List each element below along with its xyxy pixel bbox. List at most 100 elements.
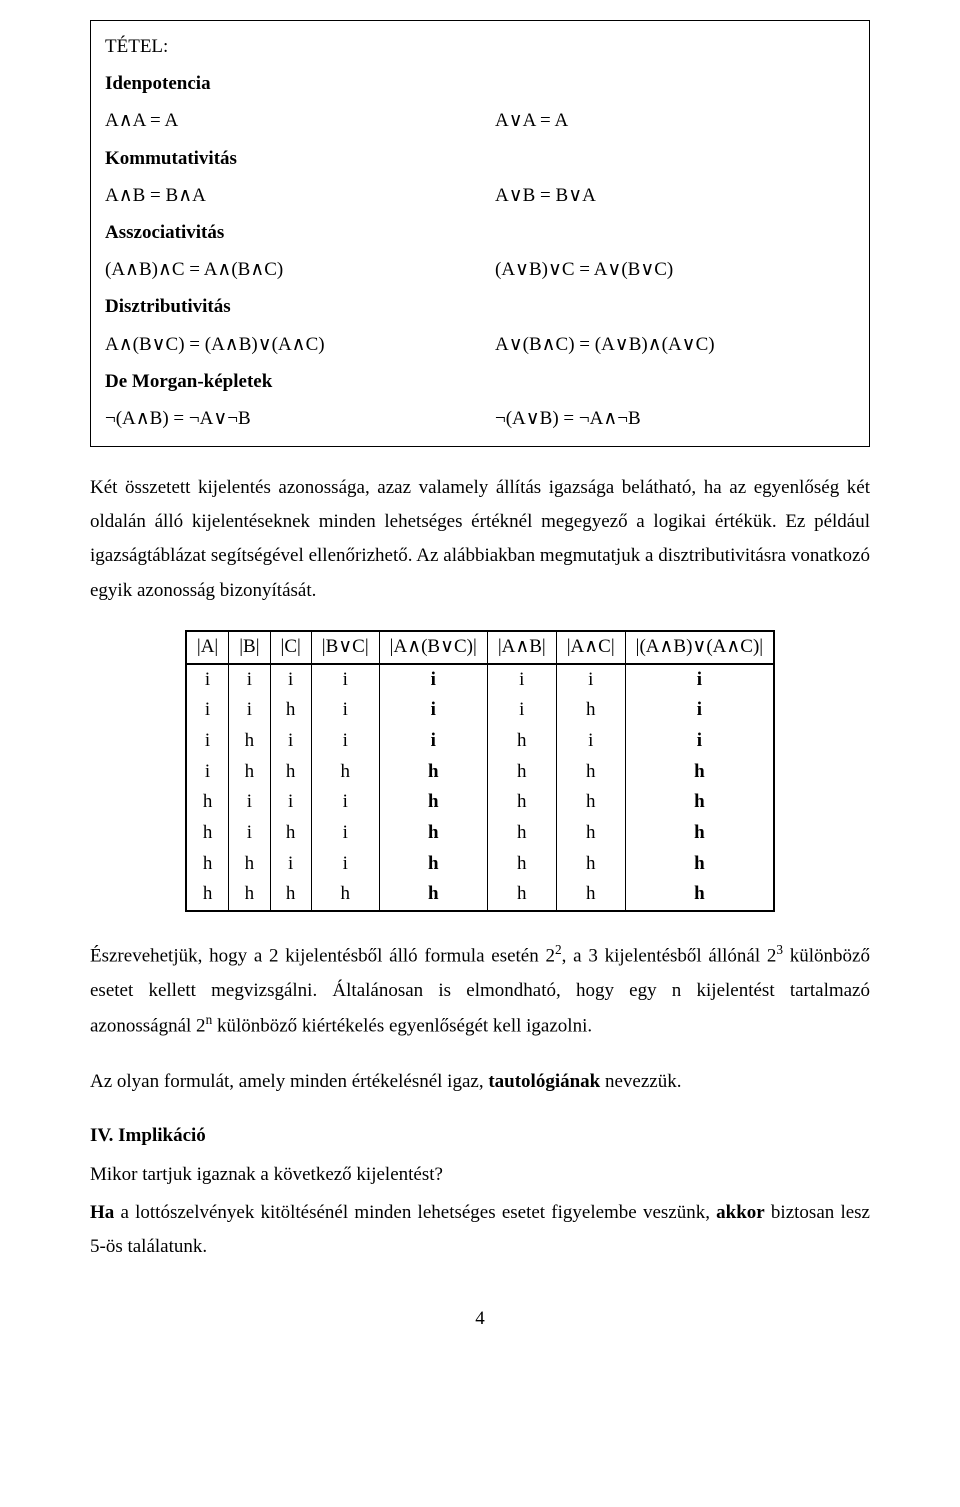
dem-row: ¬(A∧B) = ¬A∨¬B ¬(A∨B) = ¬A∧¬B bbox=[105, 402, 855, 436]
table-cell: h bbox=[556, 818, 625, 849]
table-cell: h bbox=[487, 879, 556, 911]
table-cell: h bbox=[311, 879, 379, 911]
table-cell: h bbox=[229, 879, 270, 911]
table-cell: h bbox=[379, 787, 487, 818]
tautologia: tautológiának bbox=[488, 1071, 600, 1092]
table-cell: h bbox=[625, 849, 774, 880]
comm-left: A∧B = B∧A bbox=[105, 179, 495, 213]
table-cell: h bbox=[556, 849, 625, 880]
exp-2: 2 bbox=[555, 942, 562, 957]
table-cell: i bbox=[186, 726, 229, 757]
table-cell: i bbox=[487, 664, 556, 696]
table-cell: h bbox=[625, 787, 774, 818]
table-cell: h bbox=[186, 849, 229, 880]
table-cell: i bbox=[229, 695, 270, 726]
ha: Ha bbox=[90, 1202, 114, 1223]
table-cell: i bbox=[311, 695, 379, 726]
table-row: iiiiiiii bbox=[186, 664, 774, 696]
mid-text: a lottószelvények kitöltésénél minden le… bbox=[114, 1202, 716, 1223]
table-cell: i bbox=[186, 757, 229, 788]
idem-row: A∧A = A A∨A = A bbox=[105, 104, 855, 138]
table-cell: h bbox=[270, 757, 311, 788]
table-cell: i bbox=[229, 787, 270, 818]
table-cell: h bbox=[311, 757, 379, 788]
question: Mikor tartjuk igaznak a következő kijele… bbox=[90, 1158, 870, 1192]
paragraph-1: Két összetett kijelentés azonossága, aza… bbox=[90, 471, 870, 608]
idem-right: A∨A = A bbox=[495, 104, 855, 138]
table-cell: i bbox=[186, 695, 229, 726]
table-row: ihhhhhhh bbox=[186, 757, 774, 788]
table-cell: i bbox=[556, 664, 625, 696]
table-header: |A∧B| bbox=[487, 631, 556, 664]
demorgan-heading: De Morgan-képletek bbox=[105, 365, 855, 399]
table-cell: i bbox=[311, 849, 379, 880]
table-cell: i bbox=[625, 664, 774, 696]
table-cell: h bbox=[487, 787, 556, 818]
table-header: |A∧(B∨C)| bbox=[379, 631, 487, 664]
table-header: |B| bbox=[229, 631, 270, 664]
table-cell: h bbox=[229, 726, 270, 757]
table-cell: h bbox=[487, 757, 556, 788]
table-cell: h bbox=[270, 879, 311, 911]
dem-right: ¬(A∨B) = ¬A∧¬B bbox=[495, 402, 855, 436]
table-cell: i bbox=[311, 818, 379, 849]
theorem-title: TÉTEL: bbox=[105, 30, 855, 64]
page-number: 4 bbox=[90, 1302, 870, 1336]
table-cell: h bbox=[379, 879, 487, 911]
table-cell: i bbox=[186, 664, 229, 696]
idempotence-heading: Idenpotencia bbox=[105, 67, 855, 101]
distr-row: A∧(B∨C) = (A∧B)∨(A∧C) A∨(B∧C) = (A∨B)∧(A… bbox=[105, 328, 855, 362]
table-cell: i bbox=[625, 695, 774, 726]
table-cell: i bbox=[625, 726, 774, 757]
table-cell: i bbox=[270, 726, 311, 757]
truth-table: |A||B||C||B∨C||A∧(B∨C)||A∧B||A∧C||(A∧B)∨… bbox=[185, 630, 775, 912]
table-header-row: |A||B||C||B∨C||A∧(B∨C)||A∧B||A∧C||(A∧B)∨… bbox=[186, 631, 774, 664]
para2-text: Észrevehetjük, hogy a 2 kijelentésből ál… bbox=[90, 938, 870, 1043]
table-row: hhiihhhh bbox=[186, 849, 774, 880]
para4-text: Ha a lottószelvények kitöltésénél minden… bbox=[90, 1196, 870, 1264]
para2-a: Észrevehetjük, hogy a 2 kijelentésből ál… bbox=[90, 945, 555, 966]
table-cell: h bbox=[556, 695, 625, 726]
distr-right: A∨(B∧C) = (A∨B)∧(A∨C) bbox=[495, 328, 855, 362]
table-row: hiiihhhh bbox=[186, 787, 774, 818]
paragraph-4: Ha a lottószelvények kitöltésénél minden… bbox=[90, 1196, 870, 1264]
table-cell: h bbox=[229, 849, 270, 880]
page: TÉTEL: Idenpotencia A∧A = A A∨A = A Komm… bbox=[0, 0, 960, 1376]
table-cell: h bbox=[625, 818, 774, 849]
table-cell: i bbox=[379, 726, 487, 757]
table-cell: i bbox=[270, 664, 311, 696]
table-header: |(A∧B)∨(A∧C)| bbox=[625, 631, 774, 664]
comm-right: A∨B = B∨A bbox=[495, 179, 855, 213]
table-cell: h bbox=[487, 818, 556, 849]
table-cell: i bbox=[556, 726, 625, 757]
assoc-heading: Asszociativitás bbox=[105, 216, 855, 250]
para2-d: különböző kiértékelés egyenlőségét kell … bbox=[212, 1015, 592, 1036]
table-cell: h bbox=[487, 849, 556, 880]
table-cell: h bbox=[556, 787, 625, 818]
table-header: |A∧C| bbox=[556, 631, 625, 664]
distr-left: A∧(B∨C) = (A∧B)∨(A∧C) bbox=[105, 328, 495, 362]
theorem-box: TÉTEL: Idenpotencia A∧A = A A∨A = A Komm… bbox=[90, 20, 870, 447]
table-row: iihiiihi bbox=[186, 695, 774, 726]
akkor: akkor bbox=[716, 1202, 765, 1223]
paragraph-3: Az olyan formulát, amely minden értékelé… bbox=[90, 1065, 870, 1099]
table-body: iiiiiiiiiihiiihiihiiihiiihhhhhhhhiiihhhh… bbox=[186, 664, 774, 912]
table-cell: h bbox=[186, 879, 229, 911]
table-cell: i bbox=[270, 849, 311, 880]
table-cell: i bbox=[311, 787, 379, 818]
distr-heading: Disztributivitás bbox=[105, 290, 855, 324]
table-cell: h bbox=[556, 879, 625, 911]
para1-text: Két összetett kijelentés azonossága, aza… bbox=[90, 471, 870, 608]
table-cell: h bbox=[379, 818, 487, 849]
table-cell: h bbox=[186, 787, 229, 818]
table-cell: h bbox=[556, 757, 625, 788]
para3-text: Az olyan formulát, amely minden értékelé… bbox=[90, 1065, 870, 1099]
table-cell: h bbox=[625, 757, 774, 788]
commut-heading: Kommutativitás bbox=[105, 142, 855, 176]
table-cell: i bbox=[229, 664, 270, 696]
comm-row: A∧B = B∧A A∨B = B∨A bbox=[105, 179, 855, 213]
table-row: hhhhhhhh bbox=[186, 879, 774, 911]
section-heading: IV. Implikáció bbox=[90, 1119, 870, 1153]
dem-left: ¬(A∧B) = ¬A∨¬B bbox=[105, 402, 495, 436]
table-cell: i bbox=[487, 695, 556, 726]
